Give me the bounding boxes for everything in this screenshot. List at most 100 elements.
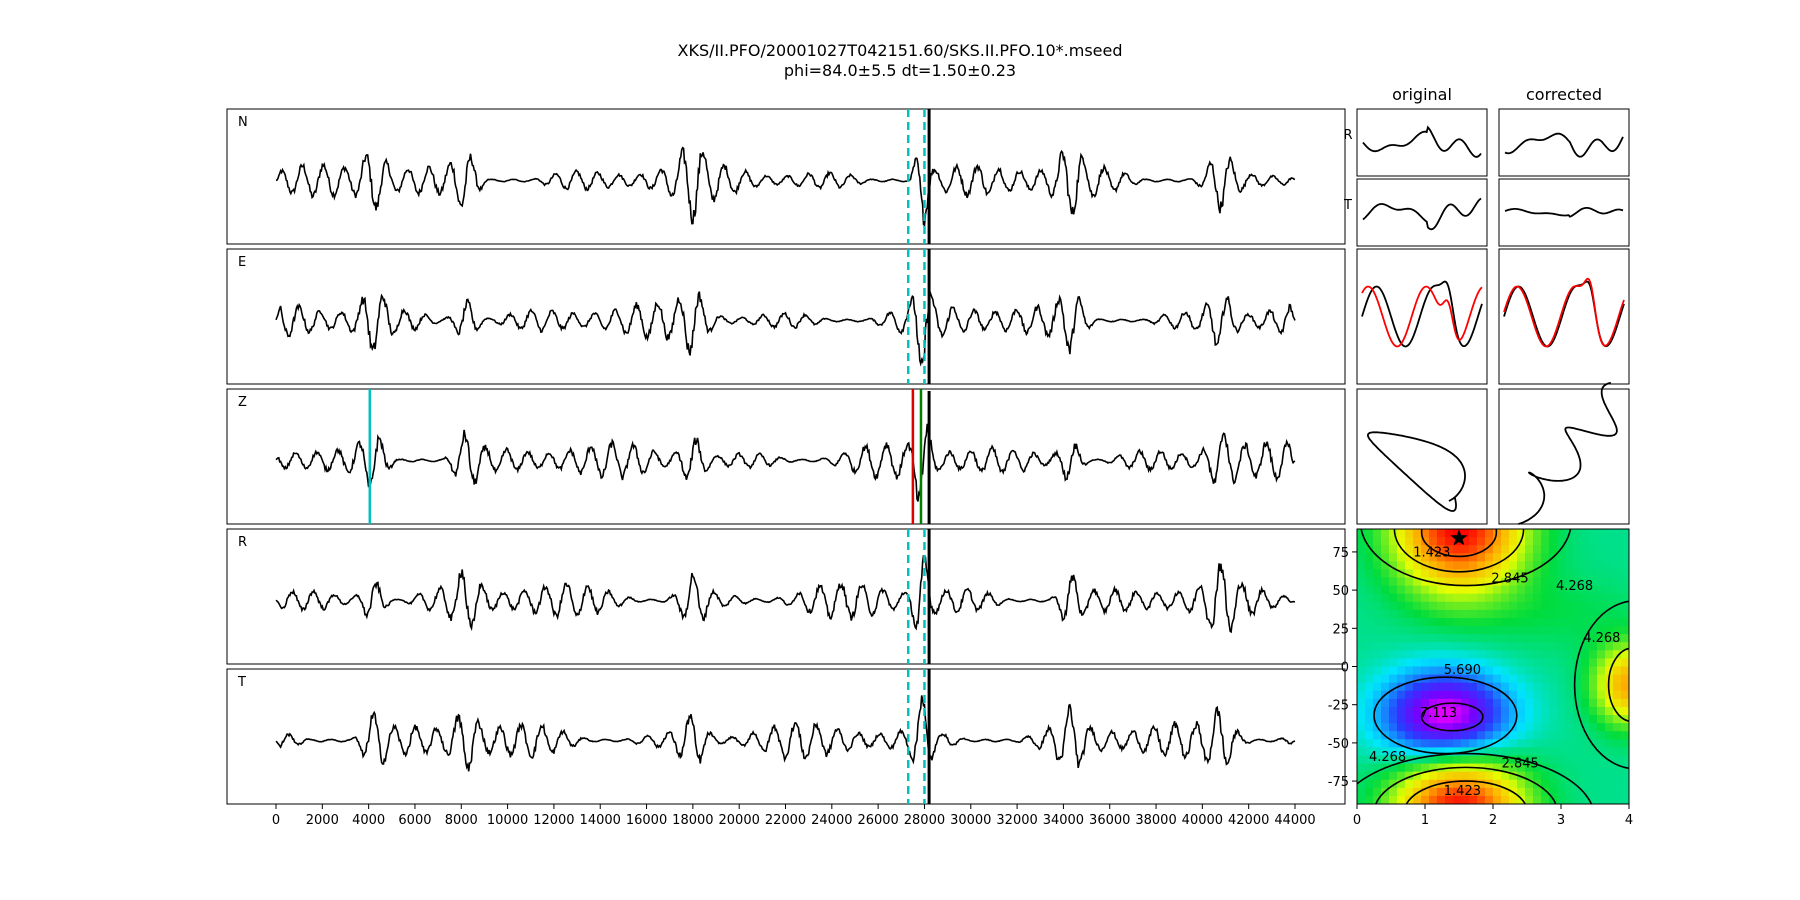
heatmap-cell xyxy=(1485,537,1494,546)
compare-panel-corrected xyxy=(1498,248,1630,385)
heatmap-cell xyxy=(1373,537,1382,546)
heatmap-cell xyxy=(1469,690,1478,700)
heatmap-cell xyxy=(1621,747,1629,757)
heatmap-cell xyxy=(1357,715,1366,724)
heatmap-cell xyxy=(1381,537,1390,546)
heatmap-cell xyxy=(1621,601,1629,611)
heatmap-cell xyxy=(1365,617,1374,627)
heatmap-cell xyxy=(1405,617,1414,627)
heatmap-cell xyxy=(1589,787,1598,797)
heatmap-cell xyxy=(1405,561,1414,571)
heatmap-cell xyxy=(1533,642,1542,651)
heatmap-cell xyxy=(1493,609,1502,619)
heatmap-cell xyxy=(1581,706,1590,716)
heatmap-cell xyxy=(1573,755,1582,765)
heatmap-cell xyxy=(1565,674,1574,684)
heatmap-cell xyxy=(1605,601,1614,611)
heatmap-cell xyxy=(1541,674,1550,684)
heatmap-cell xyxy=(1397,674,1406,684)
heatmap-cell xyxy=(1533,795,1542,804)
heatmap-cell xyxy=(1509,731,1518,740)
heatmap-cell xyxy=(1405,593,1414,603)
heatmap-cell xyxy=(1509,634,1518,643)
heatmap-cell xyxy=(1429,715,1438,724)
heatmap-cell xyxy=(1485,698,1494,708)
heatmap-cell xyxy=(1589,634,1598,643)
heatmap-cell xyxy=(1405,553,1414,562)
heatmap-cell xyxy=(1525,715,1534,724)
heatmap-cell xyxy=(1597,787,1606,797)
heatmap-cell xyxy=(1573,763,1582,773)
heatmap-cell xyxy=(1461,739,1470,748)
heatmap-cell xyxy=(1581,682,1590,692)
heatmap-cell xyxy=(1541,553,1550,562)
heatmap-cell xyxy=(1605,779,1614,789)
heatmap-cell xyxy=(1605,537,1614,546)
heatmap-cell xyxy=(1397,666,1406,676)
heatmap-cell xyxy=(1405,658,1414,668)
heatmap-cell xyxy=(1477,755,1486,765)
x-tick-label-34000: 34000 xyxy=(1043,813,1084,828)
heatmap-cell xyxy=(1357,626,1366,635)
heatmap-cell xyxy=(1557,553,1566,562)
waveform-trace-T xyxy=(275,695,1296,772)
heatmap-cell xyxy=(1493,682,1502,692)
heatmap-cell xyxy=(1597,626,1606,635)
heatmap-cell xyxy=(1557,585,1566,595)
heatmap-cells: 1.423 2.845 4.268 4.268 5.690 7.113 4.268 2.845… xyxy=(1357,529,1629,804)
heatmap-cell xyxy=(1589,771,1598,781)
heatmap-cell xyxy=(1437,601,1446,611)
heatmap-cell xyxy=(1429,634,1438,643)
heatmap-cell xyxy=(1389,674,1398,684)
heatmap-cell xyxy=(1477,569,1486,579)
channel-label-Z: Z xyxy=(238,395,247,410)
heatmap-cell xyxy=(1549,771,1558,781)
heatmap-cell xyxy=(1429,601,1438,611)
waveform-panel-E xyxy=(226,248,1346,385)
heatmap-cell xyxy=(1461,569,1470,579)
heatmap-cell xyxy=(1453,747,1462,757)
heatmap-cell xyxy=(1461,642,1470,651)
heatmap-cell xyxy=(1453,553,1462,562)
heatmap-cell xyxy=(1605,723,1614,732)
heatmap-cell xyxy=(1365,642,1374,651)
heatmap-cell xyxy=(1469,747,1478,757)
heatmap-cell xyxy=(1397,577,1406,587)
heatmap-x-tick-label-3: 3 xyxy=(1557,813,1565,828)
heatmap-cell xyxy=(1437,682,1446,692)
heatmap-cell xyxy=(1565,723,1574,732)
heatmap-cell xyxy=(1541,529,1550,538)
heatmap-cell xyxy=(1397,723,1406,732)
heatmap-y-tick-label--25: -25 xyxy=(1328,699,1349,714)
heatmap-cell xyxy=(1613,626,1622,635)
heatmap-cell xyxy=(1621,650,1629,660)
heatmap-cell xyxy=(1381,650,1390,660)
heatmap-cell xyxy=(1445,747,1454,757)
heatmap-cell xyxy=(1613,690,1622,700)
heatmap-cell xyxy=(1541,715,1550,724)
heatmap-cell xyxy=(1581,529,1590,538)
heatmap-cell xyxy=(1445,626,1454,635)
heatmap-cell xyxy=(1389,763,1398,773)
heatmap-cell xyxy=(1621,755,1629,765)
heatmap-cell xyxy=(1421,690,1430,700)
heatmap-cell xyxy=(1533,674,1542,684)
contour-line xyxy=(1375,766,1557,804)
heatmap-cell xyxy=(1557,763,1566,773)
heatmap-cell xyxy=(1541,779,1550,789)
heatmap-cell xyxy=(1381,593,1390,603)
heatmap-cell xyxy=(1597,739,1606,748)
heatmap-cell xyxy=(1573,698,1582,708)
heatmap-cell xyxy=(1605,706,1614,716)
heatmap-cell xyxy=(1493,771,1502,781)
heatmap-cell xyxy=(1581,795,1590,804)
heatmap-cell xyxy=(1357,658,1366,668)
heatmap-cell xyxy=(1565,739,1574,748)
heatmap-cell xyxy=(1381,626,1390,635)
heatmap-cell xyxy=(1413,666,1422,676)
heatmap-cell xyxy=(1373,561,1382,571)
heatmap-cell xyxy=(1565,561,1574,571)
heatmap-cell xyxy=(1461,666,1470,676)
heatmap-cell xyxy=(1437,553,1446,562)
trace-row-label-R: R xyxy=(1343,128,1352,143)
